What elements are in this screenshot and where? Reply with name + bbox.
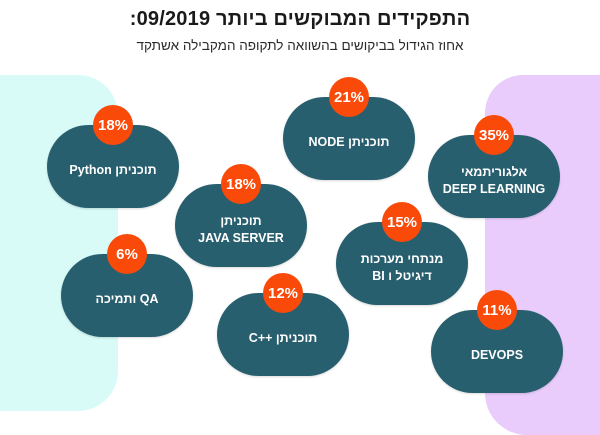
role-label-line: מנתחי מערכות	[360, 251, 444, 266]
role-label-line: אלגוריתמאי	[460, 164, 527, 179]
role-card-bi: 15% מנתחי מערכות דיגיטל ו BI	[336, 202, 468, 305]
role-label-line: DEEP LEARNING	[442, 181, 546, 196]
role-label: אלגוריתמאי DEEP LEARNING	[443, 164, 546, 198]
role-label: תוכניתן JAVA SERVER	[198, 213, 284, 247]
role-card-devops: 11% DEVOPS	[431, 290, 563, 393]
role-label-line: QA ותמיכה	[95, 292, 159, 306]
role-label-line: DEVOPS	[470, 348, 524, 362]
role-label-line: תוכניתן NODE	[308, 135, 390, 149]
percent-badge: 12%	[263, 273, 303, 313]
role-card-python: 18% תוכניתן Python	[47, 105, 179, 208]
role-card-cpp: 12% תוכניתן ++C	[217, 273, 349, 376]
percent-badge: 11%	[477, 290, 517, 330]
role-card-node: 21% תוכניתן NODE	[283, 77, 415, 180]
role-label: תוכניתן NODE	[309, 134, 390, 151]
role-card-qa: 6% QA ותמיכה	[61, 234, 193, 337]
role-label: DEVOPS	[471, 347, 523, 364]
page-title: התפקידים המבוקשים ביותר 09/2019:	[129, 8, 471, 30]
percent-badge: 6%	[107, 234, 147, 274]
role-label-line: תוכניתן Python	[69, 163, 157, 177]
role-label: תוכניתן ++C	[249, 330, 317, 347]
percent-badge: 21%	[329, 77, 369, 117]
percent-badge: 18%	[93, 105, 133, 145]
role-card-deep-learning: 35% אלגוריתמאי DEEP LEARNING	[428, 115, 560, 218]
percent-badge: 15%	[382, 202, 422, 242]
percent-badge: 18%	[221, 164, 261, 204]
role-label: QA ותמיכה	[96, 291, 159, 308]
role-label: תוכניתן Python	[69, 162, 156, 179]
role-label-line: דיגיטל ו BI	[372, 268, 432, 283]
role-label-line: תוכניתן ++C	[248, 331, 318, 345]
page-subtitle: אחוז הגידול בביקושים בהשוואה לתקופה המקב…	[136, 38, 464, 53]
role-card-java-server: 18% תוכניתן JAVA SERVER	[175, 164, 307, 267]
role-label: מנתחי מערכות דיגיטל ו BI	[361, 251, 444, 285]
role-label-line: JAVA SERVER	[198, 230, 284, 245]
role-label-line: תוכניתן	[220, 213, 262, 228]
percent-badge: 35%	[474, 115, 514, 155]
